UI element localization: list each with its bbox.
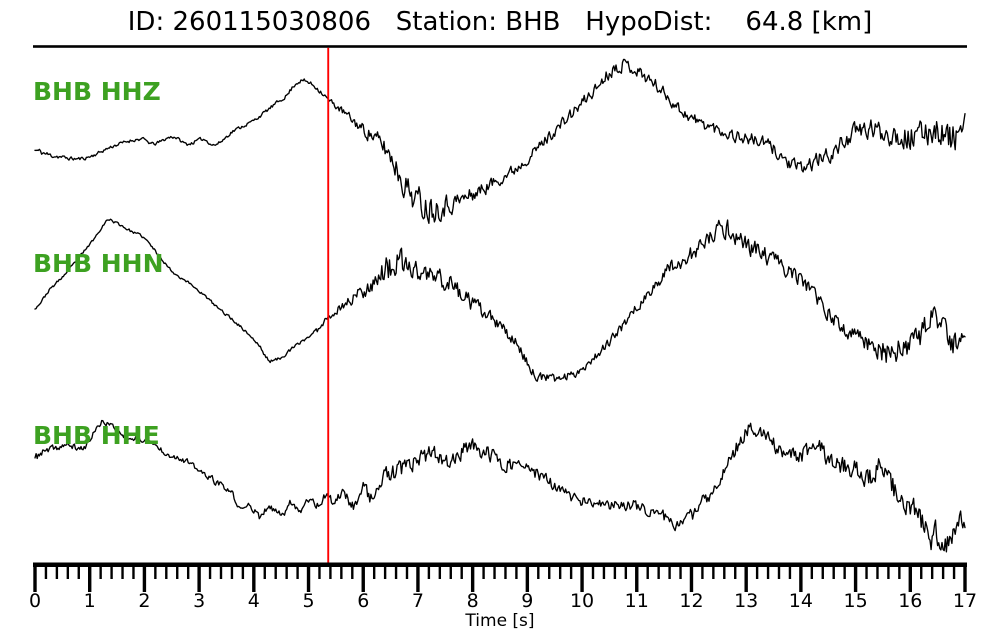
tick-label: 17 — [953, 590, 977, 612]
tick-label: 9 — [521, 590, 533, 612]
tick-label: 15 — [843, 590, 867, 612]
tick-label: 2 — [138, 590, 150, 612]
tick-label: 14 — [789, 590, 813, 612]
time-axis-bar — [33, 562, 967, 567]
tick-label: 3 — [193, 590, 205, 612]
time-axis-label: Time [s] — [465, 611, 535, 631]
tick-label: 1 — [84, 590, 96, 612]
tick-label: 10 — [570, 590, 594, 612]
figure-title: ID: 260115030806 Station: BHB HypoDist: … — [127, 7, 873, 37]
tick-label: 16 — [898, 590, 922, 612]
tick-label: 11 — [625, 590, 649, 612]
trace-hhe — [34, 419, 966, 553]
channel-label-hhn: BHB HHN — [33, 249, 164, 278]
tick-label: 5 — [302, 590, 314, 612]
tick-label: 6 — [357, 590, 369, 612]
tick-label: 8 — [467, 590, 479, 612]
title-underline — [33, 45, 967, 48]
trace-hhn — [34, 218, 966, 382]
tick-label: 7 — [412, 590, 424, 612]
tick-label: 0 — [29, 590, 41, 612]
tick-label: 13 — [734, 590, 758, 612]
trace-hhz — [34, 58, 966, 224]
channel-label-hhz: BHB HHZ — [33, 77, 161, 106]
tick-label: 12 — [679, 590, 703, 612]
tick-label: 4 — [248, 590, 260, 612]
channel-label-hhe: BHB HHE — [33, 421, 160, 450]
